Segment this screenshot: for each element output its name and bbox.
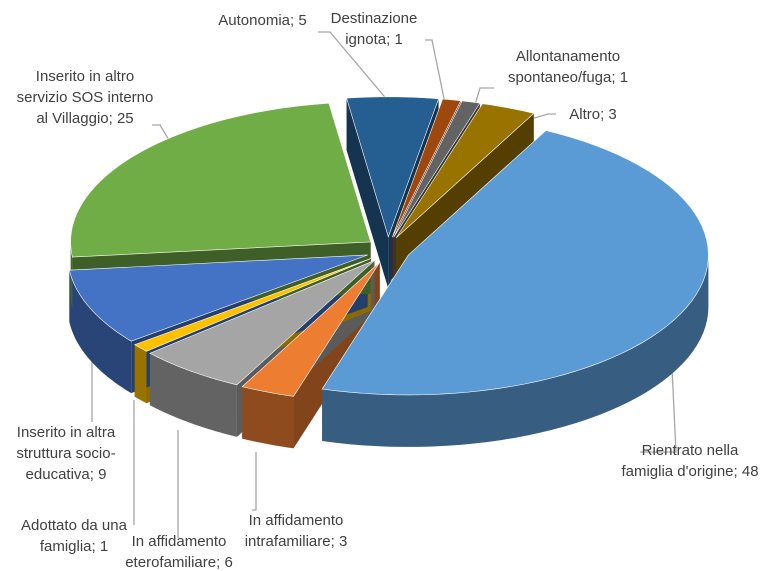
leader-line [252, 452, 257, 511]
data-label: Inserito in altro servizio SOS interno a… [10, 66, 160, 129]
label-value: 6 [224, 554, 233, 571]
pie-slice [133, 258, 372, 352]
label-separator: ; [89, 466, 99, 483]
label-separator: ; [733, 463, 742, 480]
leader-line [318, 31, 401, 116]
slice-wall [69, 270, 132, 394]
label-separator: ; [290, 12, 299, 29]
label-separator: ; [600, 106, 609, 123]
label-separator: ; [330, 533, 339, 550]
slice-wall [242, 386, 294, 449]
slice-wall [149, 353, 237, 437]
label-separator: ; [386, 31, 395, 48]
label-category: Autonomia [218, 12, 291, 29]
data-label: Inserito in altra struttura socio-educat… [8, 422, 124, 485]
leader-line [425, 39, 449, 119]
label-value: 3 [608, 106, 617, 123]
pie-slice [346, 96, 440, 238]
data-label: In affidamento intrafamiliare; 3 [230, 510, 362, 552]
data-label: Rientrato nella famiglia d'origine; 48 [620, 440, 760, 482]
leader-line [640, 367, 677, 453]
slice-side-face [346, 98, 389, 289]
label-category: In affidamento intrafamiliare [244, 512, 344, 550]
data-label: Allontanamento spontaneo/fuga; 1 [486, 46, 650, 88]
label-category: Rientrato nella famiglia d'origine [621, 442, 739, 480]
label-separator: ; [108, 110, 117, 127]
label-category: Allontanamento spontaneo/fuga [507, 48, 621, 86]
pie-slice [395, 103, 535, 238]
label-value: 9 [98, 466, 107, 483]
label-category: Destinazione ignota [330, 10, 418, 48]
label-value: 25 [116, 110, 134, 127]
label-value: 3 [338, 533, 348, 550]
label-category: Adottato da una famiglia [21, 517, 127, 555]
data-label: In affidamento eterofamiliare; 6 [120, 531, 238, 571]
slice-wall [134, 344, 147, 404]
pie-slice [392, 98, 462, 238]
data-label: Altro; 3 [553, 104, 633, 125]
pie-slice [321, 130, 709, 396]
label-category: Inserito in altro servizio SOS interno a… [16, 68, 154, 127]
pie-slice [241, 262, 381, 397]
label-category: Altro [569, 106, 601, 123]
data-label: Destinazione ignota; 1 [322, 8, 426, 50]
label-value: 1 [394, 31, 403, 48]
data-label: Adottato da una famiglia; 1 [8, 515, 140, 557]
label-separator: ; [216, 554, 225, 571]
label-separator: ; [91, 538, 100, 555]
data-label: Autonomia; 5 [205, 10, 320, 31]
label-value: 1 [619, 69, 629, 86]
label-value: 5 [298, 12, 307, 29]
pie-slice [70, 102, 372, 258]
label-value: 1 [99, 538, 109, 555]
slice-wall [322, 254, 709, 447]
slice-tops [69, 96, 709, 397]
label-separator: ; [611, 69, 620, 86]
pie-slice [393, 100, 481, 238]
label-value: 48 [741, 463, 759, 480]
pie-slice [149, 260, 375, 386]
label-category: In affidamento eterofamiliare [125, 533, 227, 571]
leader-lines [91, 31, 677, 538]
slice-walls [69, 241, 709, 449]
label-category: Inserito in altra struttura socio-educat… [16, 424, 116, 483]
pie-slice [69, 254, 368, 342]
